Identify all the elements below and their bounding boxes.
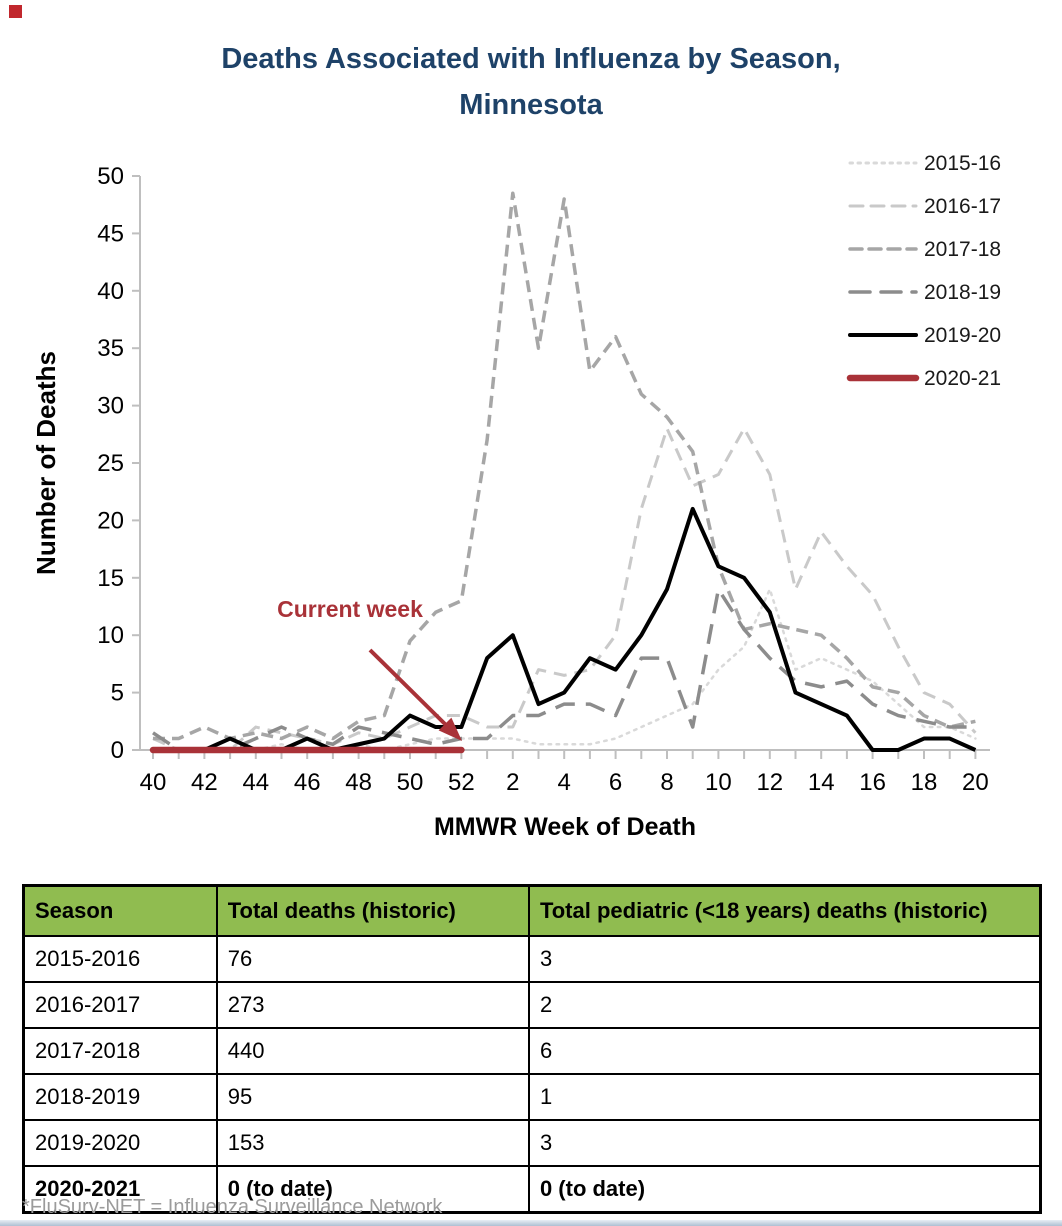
table-cell: 0 (to date): [527, 1165, 1042, 1214]
table-cell: 440: [215, 1027, 530, 1075]
y-tick-label: 0: [111, 737, 124, 764]
table-row: 2015-2016 76 3: [22, 935, 1042, 983]
x-tick-label: 42: [191, 769, 218, 796]
series-line-2019-20: [153, 506, 977, 752]
legend-item-2015-16: 2015-16: [848, 152, 1001, 175]
season-totals-table: Season Total deaths (historic) Total pedia…: [22, 884, 1042, 1214]
x-axis-title: MMWR Week of Death: [434, 813, 696, 841]
table-row: 2018-2019 95 1: [22, 1073, 1042, 1121]
y-tick-label: 35: [97, 335, 124, 362]
y-tick-label: 40: [97, 278, 124, 305]
legend-label-2019-20: 2019-20: [924, 324, 1001, 347]
x-tick-label: 16: [859, 769, 886, 796]
page-title: Deaths Associated with Influenza by Seas…: [0, 36, 1062, 128]
table-cell: 6: [527, 1027, 1042, 1075]
y-tick-label: 50: [97, 163, 124, 190]
table-cell: 76: [215, 935, 530, 983]
table-cell: 273: [215, 981, 530, 1029]
x-tick-label: 12: [756, 769, 783, 796]
x-tick-label: 20: [962, 769, 989, 796]
current-week-annotation: Current week: [277, 596, 462, 741]
table-header-cell: Season: [22, 884, 218, 937]
y-axis-title: Number of Deaths: [31, 351, 61, 575]
table-cell: 2015-2016: [22, 935, 218, 983]
series-line-2016-17: [152, 427, 977, 752]
chart-series: [149, 191, 977, 754]
bottom-window-border: [0, 1220, 1062, 1226]
red-marker-square: [9, 5, 22, 18]
table-row: 2019-2020 153 3: [22, 1119, 1042, 1167]
x-tick-label: 4: [558, 769, 571, 796]
y-tick-label: 10: [97, 622, 124, 649]
x-tick-label: 44: [242, 769, 269, 796]
table-cell: 2: [527, 981, 1042, 1029]
table-header-cell: Total deaths (historic): [215, 884, 530, 937]
legend-label-2018-19: 2018-19: [924, 281, 1001, 304]
series-line-2018-19: [152, 587, 976, 752]
y-tick-label: 45: [97, 220, 124, 247]
x-tick-label: 14: [808, 769, 835, 796]
x-tick-label: 10: [705, 769, 732, 796]
footnote: *FluSurv-NET = Influenza Surveillance Ne…: [22, 1196, 443, 1218]
current-week-arrow-head: [438, 717, 462, 741]
table-cell: 2019-2020: [22, 1119, 218, 1167]
table-cell: 95: [215, 1073, 530, 1121]
current-week-arrow-line: [368, 648, 449, 728]
series-line-2017-18: [153, 191, 976, 741]
legend-label-2020-21: 2020-21: [924, 367, 1001, 390]
y-tick-label: 30: [97, 393, 124, 420]
x-tick-label: 18: [911, 769, 938, 796]
table-cell: 2016-2017: [22, 981, 218, 1029]
legend-label-2017-18: 2017-18: [924, 238, 1001, 261]
table-cell: 153: [215, 1119, 530, 1167]
legend-label-2016-17: 2016-17: [924, 195, 1001, 218]
legend-item-2017-18: 2017-18: [848, 238, 1001, 261]
table-cell: 3: [527, 935, 1042, 983]
table-row: 2020-2021 0 (to date) 0 (to date): [22, 1165, 1042, 1214]
chart-legend: 2015-16 2016-17 2017-18 2018-19 2019-20 2020-…: [846, 152, 1001, 390]
x-tick-label: 2: [506, 769, 519, 796]
page-title-line1: Deaths Associated with Influenza by Seas…: [221, 43, 841, 75]
legend-item-2016-17: 2016-17: [848, 195, 1001, 218]
y-tick-label: 5: [111, 680, 124, 707]
table-header: Season Total deaths (historic) Total pedia…: [22, 884, 1042, 937]
current-week-label: Current week: [277, 596, 423, 622]
legend-item-2020-21: 2020-21: [846, 367, 1001, 390]
table-row: 2016-2017 273 2: [22, 981, 1042, 1029]
x-tick-label: 50: [397, 769, 424, 796]
x-tick-label: 6: [609, 769, 622, 796]
x-tick-label: 40: [140, 769, 167, 796]
table-cell: 2020-2021: [22, 1165, 218, 1214]
y-tick-label: 25: [97, 450, 124, 477]
table-cell: 2018-2019: [22, 1073, 218, 1121]
table-row: 2017-2018 440 6: [22, 1027, 1042, 1075]
legend-label-2015-16: 2015-16: [924, 152, 1001, 175]
table-cell: 2017-2018: [22, 1027, 218, 1075]
table-cell: 0 (to date): [215, 1165, 530, 1214]
x-tick-label: 46: [294, 769, 321, 796]
x-tick-label: 52: [448, 769, 475, 796]
table-cell: 1: [527, 1073, 1042, 1121]
x-tick-label: 8: [660, 769, 673, 796]
table-cell: 3: [527, 1119, 1042, 1167]
y-tick-label: 20: [97, 507, 124, 534]
table-header-cell: Total pediatric (<18 years) deaths (hist…: [527, 884, 1042, 937]
page-title-line2: Minnesota: [459, 89, 603, 121]
legend-item-2018-19: 2018-19: [848, 281, 1001, 304]
x-tick-label: 48: [345, 769, 372, 796]
y-tick-label: 15: [97, 565, 124, 592]
legend-item-2019-20: 2019-20: [848, 324, 1001, 347]
